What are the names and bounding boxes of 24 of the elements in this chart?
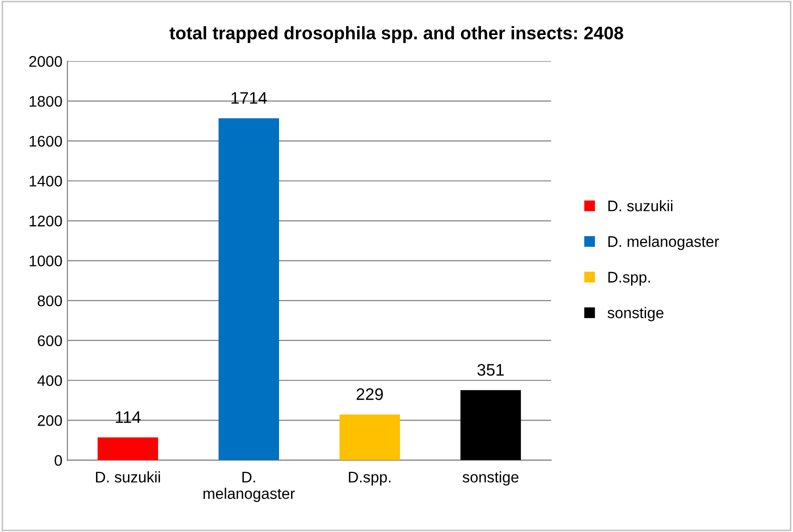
y-tick-label: 600 — [38, 335, 62, 346]
y-tick-label: 2000 — [29, 56, 62, 67]
y-tick-label: 0 — [54, 455, 62, 466]
legend-label: D.spp. — [608, 272, 650, 286]
x-tick-label: sonstige — [462, 471, 518, 486]
x-tick-label: D. suzukii — [96, 471, 160, 483]
y-tick-label: 1600 — [30, 136, 62, 147]
data-label: 1714 — [232, 92, 267, 104]
chart-title: total trapped drosophila spp. and other insects: 2408 — [170, 26, 624, 43]
x-tick-label: D.spp. — [348, 472, 390, 486]
y-tick-label: 200 — [38, 415, 62, 426]
data-label: 351 — [477, 364, 504, 376]
legend-label: D. melanogaster — [608, 236, 719, 250]
data-label: 229 — [356, 388, 383, 400]
y-tick-label: 1200 — [30, 216, 62, 226]
y-tick-label: 800 — [38, 295, 62, 306]
y-tick-label: 1400 — [30, 176, 62, 187]
data-label: 114 — [116, 411, 141, 423]
y-tick-label: 400 — [37, 375, 62, 386]
y-tick-label: 1000 — [30, 256, 62, 266]
legend-label: D. suzukii — [608, 200, 672, 212]
y-tick-label: 1800 — [30, 96, 62, 107]
legend-label: sonstige — [608, 307, 664, 322]
x-tick-label: D. melanogaster — [204, 472, 295, 502]
